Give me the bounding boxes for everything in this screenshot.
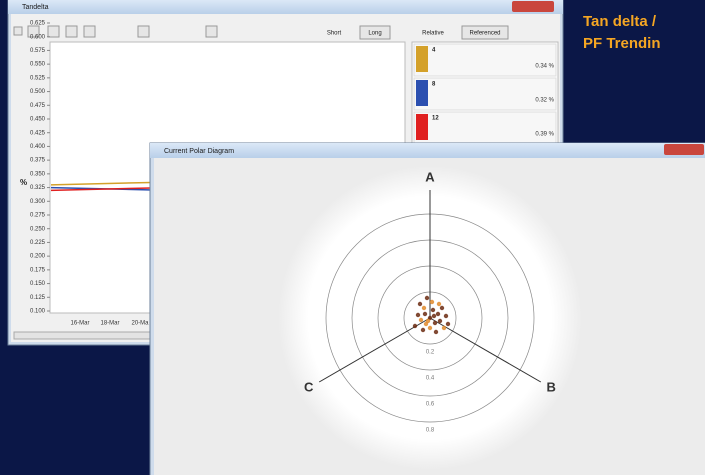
polar-point	[418, 317, 424, 323]
long-button[interactable]	[359, 25, 391, 40]
y-tick-label: 0.475	[30, 103, 46, 109]
legend-item	[413, 77, 557, 111]
slide-text: Tan delta /	[583, 13, 657, 30]
polar-point	[417, 301, 423, 307]
close-button[interactable]	[512, 1, 554, 12]
tool-icon[interactable]	[27, 25, 40, 38]
ring-label: 0.2	[426, 350, 435, 356]
y-tick-label: 0.400	[30, 144, 46, 150]
y-tick-label: 0.300	[30, 199, 46, 205]
y-tick-label: 0.550	[30, 62, 46, 68]
y-tick-label: 0.450	[30, 117, 46, 123]
button-label: Long	[368, 31, 381, 37]
window-title: Current Polar Diagram	[164, 148, 234, 155]
legend-swatch	[416, 80, 428, 106]
x-tick-label: 18-Mar	[100, 321, 119, 327]
legend-swatch	[416, 46, 428, 72]
tool-icon[interactable]	[65, 25, 78, 38]
tool-icon[interactable]	[47, 25, 60, 38]
y-tick-label: 0.500	[30, 89, 46, 95]
y-tick-label: 0.600	[30, 34, 46, 40]
polar-point	[435, 311, 441, 317]
y-tick-label: 0.325	[30, 185, 46, 191]
polar-point	[429, 299, 435, 305]
tool-icon[interactable]	[137, 25, 150, 38]
y-tick-label: 0.100	[30, 309, 46, 315]
x-tick-label: 16-Mar	[70, 321, 89, 327]
polar-point	[420, 327, 426, 333]
polar-axis	[318, 317, 431, 383]
polar-point	[425, 318, 431, 324]
polar-point	[432, 320, 438, 326]
polar-axis	[429, 317, 542, 383]
polar-point	[437, 318, 443, 324]
legend-value: 0.39 %	[535, 132, 554, 138]
title-bar	[150, 143, 705, 158]
polar-point	[412, 323, 418, 329]
y-axis-label: %	[20, 178, 27, 187]
ring-label: 0.4	[426, 376, 435, 382]
y-tick-label: 0.250	[30, 226, 46, 232]
polar-point	[422, 311, 428, 317]
polar-point	[421, 305, 427, 311]
polar-point	[424, 295, 430, 301]
polar-point	[433, 329, 439, 335]
x-tick-label: 20-Ma	[131, 321, 149, 327]
legend-value: 0.32 %	[535, 98, 554, 104]
y-tick-label: 0.525	[30, 75, 46, 81]
y-tick-label: 0.150	[30, 281, 46, 287]
tool-icon[interactable]	[205, 25, 218, 38]
y-tick-label: 0.175	[30, 267, 46, 273]
polar-point	[415, 312, 421, 318]
window-title: Tandelta	[22, 4, 49, 11]
polar-point	[431, 313, 437, 319]
y-tick-label: 0.225	[30, 240, 46, 246]
title-bar	[8, 0, 563, 14]
button-label: Referenced	[469, 31, 500, 37]
legend-item	[413, 111, 557, 145]
tool-icon[interactable]	[83, 25, 96, 38]
y-tick-label: 0.575	[30, 48, 46, 54]
button-label: Relative	[422, 31, 444, 37]
scrollbar[interactable]	[13, 331, 155, 340]
polar-point	[430, 307, 436, 313]
legend-name: 4	[432, 48, 436, 54]
legend-swatch	[416, 114, 428, 140]
button-label: Short	[327, 31, 342, 37]
polar-point	[439, 305, 445, 311]
polar-point	[427, 325, 433, 331]
legend-item	[413, 43, 557, 77]
polar-point	[436, 301, 442, 307]
slide-text: PF Trendin	[583, 35, 661, 52]
polar-point	[445, 321, 451, 327]
tool-icon[interactable]	[13, 26, 23, 36]
y-tick-label: 0.425	[30, 130, 46, 136]
y-tick-label: 0.275	[30, 213, 46, 219]
y-tick-label: 0.625	[30, 21, 46, 27]
y-tick-label: 0.350	[30, 171, 46, 177]
polar-window: Current Polar Diagram 0.2 0.4 0.6 0.8 A B C	[149, 142, 705, 475]
referenced-button[interactable]	[461, 25, 509, 40]
axis-label: A	[425, 169, 435, 184]
y-tick-label: 0.200	[30, 254, 46, 260]
legend-value: 0.34 %	[535, 64, 554, 70]
polar-point	[441, 325, 447, 331]
polar-point	[443, 313, 449, 319]
axis-label: C	[304, 379, 314, 394]
toolbar	[13, 25, 509, 40]
legend-name: 12	[432, 116, 439, 122]
ring-label: 0.8	[426, 428, 435, 434]
close-button[interactable]	[664, 144, 704, 155]
y-tick-label: 0.375	[30, 158, 46, 164]
y-tick-label: 0.125	[30, 295, 46, 301]
ring-label: 0.6	[426, 402, 435, 408]
axis-label: B	[547, 379, 556, 394]
legend-name: 8	[432, 82, 436, 88]
